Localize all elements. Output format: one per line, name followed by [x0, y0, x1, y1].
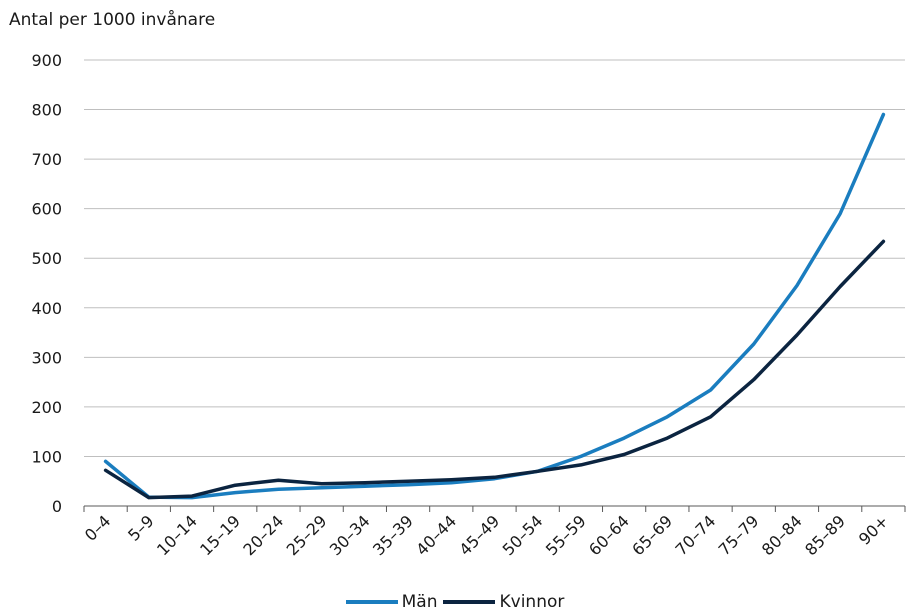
- x-axis: [83, 505, 906, 512]
- legend: Män Kvinnor: [0, 591, 910, 613]
- x-tick-label: 90+: [855, 511, 892, 548]
- legend-item-kvinnor: Kvinnor: [443, 592, 564, 612]
- y-tick-label: 300: [31, 348, 62, 367]
- y-axis-label: Antal per 1000 invånare: [9, 10, 216, 30]
- x-tick-label: 15–19: [196, 511, 244, 559]
- x-tick-label: 45–49: [455, 511, 503, 559]
- legend-label-kvinnor: Kvinnor: [499, 592, 565, 612]
- x-tick-label: 35–39: [369, 511, 417, 559]
- y-tick-label: 700: [31, 150, 62, 169]
- series-line-kvinnor: [103, 239, 886, 500]
- x-tick-label: 80–84: [758, 511, 806, 559]
- x-tick-label: 55–59: [542, 511, 590, 559]
- legend-item-man: Män: [345, 592, 438, 612]
- x-tick-label: 10–14: [153, 511, 201, 559]
- x-tick-label: 20–24: [239, 511, 287, 559]
- y-tick-label: 800: [31, 101, 62, 120]
- x-tick-label: 65–69: [628, 511, 676, 559]
- legend-label-man: Män: [401, 592, 438, 612]
- y-tick-label: 0: [52, 497, 62, 516]
- x-tick-label: 40–44: [412, 511, 460, 559]
- x-tick-label: 70–74: [671, 511, 719, 559]
- gridlines: [84, 59, 905, 457]
- y-tick-label: 900: [31, 51, 62, 70]
- x-tick-label: 30–34: [326, 511, 374, 559]
- y-tick-label: 600: [31, 200, 62, 219]
- line-chart: 0 100 200 300 400 500 600 700 800 900 0–4 5–910–14…: [31, 51, 906, 559]
- legend-swatch-man: [345, 600, 398, 604]
- x-tick-label: 5–9: [124, 511, 157, 544]
- x-tick-label: 25–29: [283, 511, 331, 559]
- y-tick-label: 100: [31, 447, 62, 466]
- series-line-man: [103, 112, 886, 500]
- x-tick-labels: 0–4 5–910–1415–1920–2425–2930–3435–3940–4…: [81, 511, 892, 559]
- x-tick-label: 50–54: [499, 511, 547, 559]
- y-tick-label: 400: [31, 299, 62, 318]
- series-lines: [103, 112, 886, 500]
- y-tick-label: 200: [31, 398, 62, 417]
- x-tick-label: 0–4: [81, 511, 114, 544]
- x-tick-label: 85–89: [801, 511, 849, 559]
- y-tick-labels: 0 100 200 300 400 500 600 700 800 900: [31, 51, 62, 516]
- y-tick-label: 500: [31, 249, 62, 268]
- legend-swatch-kvinnor: [443, 600, 496, 604]
- x-tick-label: 60–64: [585, 511, 633, 559]
- x-tick-label: 75–79: [715, 511, 763, 559]
